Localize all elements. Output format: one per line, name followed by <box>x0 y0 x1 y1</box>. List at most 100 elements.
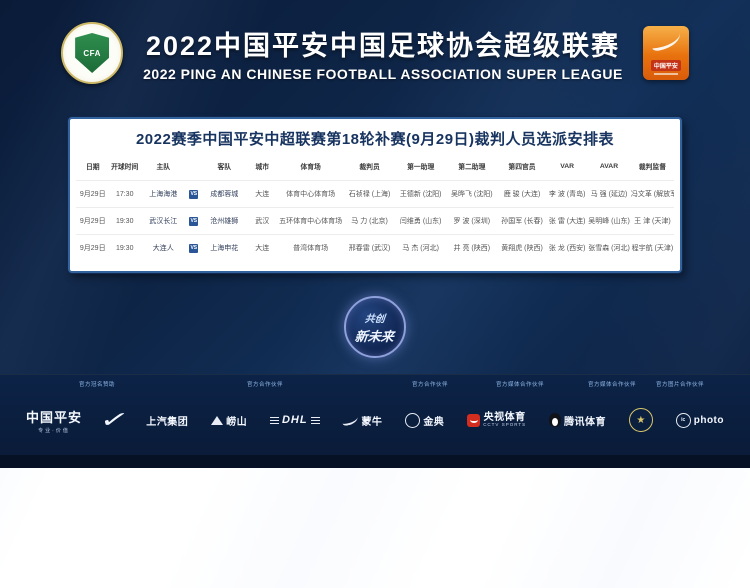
league-crest-logo: ★ <box>628 408 653 432</box>
mengniu-logo-text: 蒙牛 <box>361 416 383 428</box>
saic-logo: 上汽集团 <box>146 413 188 428</box>
stadium: 五环体育中心体育场 <box>276 207 345 235</box>
avar-official: 张雪森 (河北) <box>587 234 631 261</box>
cctv-logo-sub: CCTV SPORTS <box>483 422 527 428</box>
away-team: 沧州雄狮 <box>200 207 248 235</box>
icphoto-logo: ic photo <box>675 412 724 428</box>
table-header-row: 日期 开球时间 主队 客队 城市 体育场 裁判员 第一助理 第二助理 第四官员 … <box>76 156 674 181</box>
col-city: 城市 <box>255 164 270 171</box>
kickoff-time: 19:30 <box>109 207 140 235</box>
table-row: 9月29日 17:30 上海海港 VS 成都蓉城 大连 体育中心体育场 石祯禄 … <box>76 180 674 208</box>
avar-official: 吴明峰 (山东) <box>587 207 631 235</box>
nike-logo: ✓ <box>97 407 131 432</box>
vs-badge: VS <box>189 216 199 226</box>
assistant2: 井 亮 (陕西) <box>446 234 497 261</box>
fourth-official: 孙国军 (长春) <box>496 207 548 235</box>
col-referee: 裁判员 <box>359 164 380 171</box>
city: 大连 <box>247 180 277 208</box>
round-emblem-icon <box>405 412 421 428</box>
kickoff-time: 19:30 <box>109 234 140 261</box>
col-supervisor: 裁判监督 <box>638 164 666 171</box>
assistant2: 罗 波 (深圳) <box>446 207 497 235</box>
pingan-badge: 中国平安 <box>642 26 689 80</box>
col-assistant2: 第二助理 <box>458 164 486 171</box>
assistant1: 闫维勇 (山东) <box>394 207 447 235</box>
table-row: 9月29日 19:30 武汉长江 VS 沧州雄狮 武汉 五环体育中心体育场 马 … <box>76 207 674 235</box>
assistant2: 吴晔飞 (沈阳) <box>446 180 497 208</box>
saic-logo-text: 上汽集团 <box>146 416 189 428</box>
laoshan-logo-text: 崂山 <box>226 416 248 428</box>
var-official: 张 龙 (西安) <box>547 234 588 261</box>
kickoff-time: 17:30 <box>109 180 140 208</box>
home-team: 大连人 <box>139 234 187 261</box>
home-team: 武汉长江 <box>139 207 187 235</box>
sponsor-label: 官方媒体合作伙伴 <box>495 382 545 388</box>
cfa-shield-icon: CFA <box>75 33 110 73</box>
referee-schedule-table: 日期 开球时间 主队 客队 城市 体育场 裁判员 第一助理 第二助理 第四官员 … <box>76 156 674 261</box>
vs-badge: VS <box>189 243 199 253</box>
campaign-badge-line2: 新未来 <box>354 328 396 344</box>
mengniu-swoosh-icon <box>341 413 360 427</box>
league-title-en: 2022 PING AN CHINESE FOOTBALL ASSOCIATIO… <box>143 66 623 82</box>
pingan-badge-label: 中国平安 <box>650 60 681 71</box>
vs-badge: VS <box>189 189 199 199</box>
pingan-logo-text: 中国平安 <box>26 409 83 425</box>
col-avar: AVAR <box>599 162 619 170</box>
penguin-icon <box>548 413 561 427</box>
supervisor: 程宇航 (天津) <box>630 234 674 261</box>
cfa-text: CFA <box>83 48 101 58</box>
referee: 石祯禄 (上海) <box>344 180 395 208</box>
campaign-badge: 共创 新未来 <box>344 296 406 358</box>
dhl-stripes-icon <box>310 419 320 421</box>
sponsor-label: 官方媒体合作伙伴 <box>587 382 637 388</box>
stadium: 普湾体育场 <box>276 234 345 261</box>
sponsor-label: 官方冠名赞助 <box>78 382 116 388</box>
campaign-badge-line1: 共创 <box>364 313 386 325</box>
vs-cell: VS <box>186 180 201 208</box>
col-assistant1: 第一助理 <box>407 164 435 171</box>
sponsor-label: 官方合作伙伴 <box>411 382 449 388</box>
ic-circle-icon: ic <box>675 412 691 428</box>
supervisor: 王 津 (天津) <box>630 207 674 235</box>
tencent-logo-text: 腾讯体育 <box>563 416 606 428</box>
assistant1: 王德新 (沈阳) <box>394 180 447 208</box>
vs-cell: VS <box>186 207 201 235</box>
home-team: 上海海港 <box>139 180 187 208</box>
away-team: 上海申花 <box>200 234 248 261</box>
nike-swoosh-icon: ✓ <box>97 407 132 432</box>
league-title-cn: 2022中国平安中国足球协会超级联赛 <box>145 31 621 61</box>
sponsor-label: 官方图片合作伙伴 <box>655 382 705 388</box>
match-date: 9月29日 <box>76 234 110 261</box>
stadium: 体育中心体育场 <box>276 180 345 208</box>
col-kickoff: 开球时间 <box>111 164 139 171</box>
col-vs <box>187 156 201 181</box>
pingan-swoosh-icon <box>649 29 683 52</box>
referee: 邢春雷 (武汉) <box>344 234 395 261</box>
sponsor-label: 官方合作伙伴 <box>246 382 284 388</box>
vs-cell: VS <box>186 234 201 261</box>
col-date: 日期 <box>85 164 100 171</box>
city: 大连 <box>247 234 277 261</box>
crest-icon: ★ <box>628 408 653 432</box>
col-var: VAR <box>560 162 575 170</box>
var-official: 李 波 (青岛) <box>547 180 588 208</box>
laoshan-logo: 崂山 <box>211 413 247 428</box>
cctv-logo-text: 央视体育 <box>483 412 526 424</box>
jindian-logo-text: 金典 <box>423 416 445 428</box>
fourth-official: 鹿 骏 (大连) <box>496 180 548 208</box>
cfa-crest-logo: CFA <box>61 22 124 84</box>
col-home: 主队 <box>156 164 171 171</box>
mountain-icon <box>211 415 224 425</box>
col-away: 客队 <box>217 164 232 171</box>
mengniu-logo: 蒙牛 <box>341 413 383 428</box>
cctv-sports-logo: 央视体育 CCTV SPORTS <box>467 412 526 428</box>
cctv-icon <box>467 413 481 427</box>
city: 武汉 <box>247 207 277 235</box>
referee: 马 力 (北京) <box>344 207 395 235</box>
fourth-official: 黄翔虎 (陕西) <box>496 234 548 261</box>
tencent-sports-logo: 腾讯体育 <box>548 413 606 428</box>
var-official: 张 雷 (大连) <box>547 207 588 235</box>
avar-official: 马 强 (延边) <box>587 180 631 208</box>
schedule-title: 2022赛季中国平安中超联赛第18轮补赛(9月29日)裁判人员选派安排表 <box>135 131 615 148</box>
